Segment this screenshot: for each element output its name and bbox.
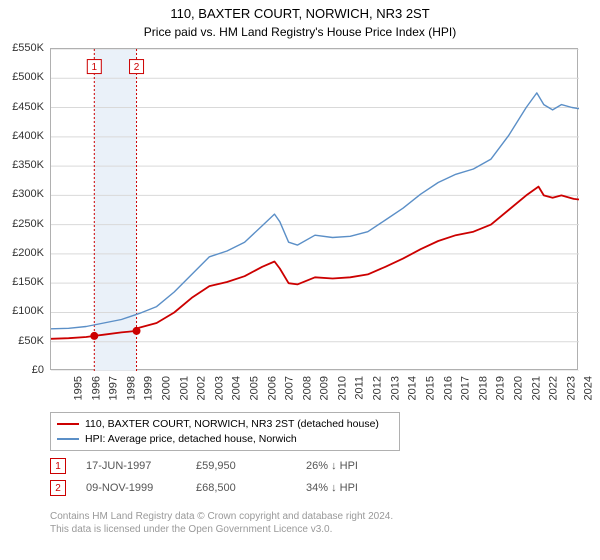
xtick-label: 2021 — [530, 376, 542, 400]
sale-price: £68,500 — [196, 482, 286, 494]
xtick-label: 2000 — [160, 376, 172, 400]
ytick-label: £350K — [0, 159, 44, 171]
xtick-label: 2019 — [495, 376, 507, 400]
xtick-label: 2011 — [353, 376, 365, 400]
ytick-label: £550K — [0, 42, 44, 54]
xtick-label: 2022 — [548, 376, 560, 400]
ytick-label: £100K — [0, 305, 44, 317]
xtick-label: 2008 — [301, 376, 313, 400]
xtick-label: 2015 — [424, 376, 436, 400]
xtick-label: 2020 — [512, 376, 524, 400]
ytick-label: £500K — [0, 71, 44, 83]
plot-svg: 12 — [51, 49, 579, 371]
attribution: Contains HM Land Registry data © Crown c… — [50, 510, 393, 536]
legend-swatch — [57, 423, 79, 425]
svg-text:2: 2 — [134, 62, 140, 73]
xtick-label: 2013 — [389, 376, 401, 400]
chart-subtitle: Price paid vs. HM Land Registry's House … — [0, 25, 600, 39]
xtick-label: 2018 — [477, 376, 489, 400]
svg-text:1: 1 — [92, 62, 98, 73]
attribution-line1: Contains HM Land Registry data © Crown c… — [50, 510, 393, 523]
sales-row: 2 09-NOV-1999 £68,500 34% ↓ HPI — [50, 480, 396, 496]
legend-label: HPI: Average price, detached house, Norw… — [85, 432, 297, 447]
xtick-label: 2009 — [319, 376, 331, 400]
legend-label: 110, BAXTER COURT, NORWICH, NR3 2ST (det… — [85, 417, 379, 432]
xtick-label: 2001 — [178, 376, 190, 400]
plot-area: 12 — [50, 48, 578, 370]
xtick-label: 2014 — [407, 376, 419, 400]
xtick-label: 2004 — [231, 376, 243, 400]
xtick-label: 2016 — [442, 376, 454, 400]
legend-item: HPI: Average price, detached house, Norw… — [57, 432, 393, 447]
xtick-label: 2005 — [248, 376, 260, 400]
xtick-label: 2023 — [565, 376, 577, 400]
xtick-label: 2006 — [266, 376, 278, 400]
xtick-label: 1997 — [108, 376, 120, 400]
attribution-line2: This data is licensed under the Open Gov… — [50, 523, 393, 536]
ytick-label: £0 — [0, 364, 44, 376]
ytick-label: £450K — [0, 101, 44, 113]
xtick-label: 2007 — [284, 376, 296, 400]
xtick-label: 2002 — [196, 376, 208, 400]
sale-marker-icon: 2 — [50, 480, 66, 496]
xtick-label: 2024 — [583, 376, 595, 400]
xtick-label: 1999 — [143, 376, 155, 400]
chart-container: 110, BAXTER COURT, NORWICH, NR3 2ST Pric… — [0, 0, 600, 560]
ytick-label: £300K — [0, 188, 44, 200]
sales-row: 1 17-JUN-1997 £59,950 26% ↓ HPI — [50, 458, 396, 474]
sale-delta: 34% ↓ HPI — [306, 482, 396, 494]
sales-table: 1 17-JUN-1997 £59,950 26% ↓ HPI 2 09-NOV-1999… — [50, 458, 396, 502]
xtick-label: 2017 — [460, 376, 472, 400]
xtick-label: 2012 — [372, 376, 384, 400]
xtick-label: 2003 — [213, 376, 225, 400]
ytick-label: £200K — [0, 247, 44, 259]
legend-item: 110, BAXTER COURT, NORWICH, NR3 2ST (det… — [57, 417, 393, 432]
sale-delta: 26% ↓ HPI — [306, 460, 396, 472]
xtick-label: 1998 — [125, 376, 137, 400]
legend-swatch — [57, 438, 79, 440]
sale-date: 17-JUN-1997 — [86, 460, 176, 472]
xtick-label: 1996 — [90, 376, 102, 400]
legend: 110, BAXTER COURT, NORWICH, NR3 2ST (det… — [50, 412, 400, 451]
ytick-label: £150K — [0, 276, 44, 288]
xtick-label: 2010 — [336, 376, 348, 400]
sale-marker-icon: 1 — [50, 458, 66, 474]
sale-date: 09-NOV-1999 — [86, 482, 176, 494]
chart-title: 110, BAXTER COURT, NORWICH, NR3 2ST — [0, 0, 600, 23]
sale-price: £59,950 — [196, 460, 286, 472]
ytick-label: £50K — [0, 335, 44, 347]
ytick-label: £400K — [0, 130, 44, 142]
ytick-label: £250K — [0, 218, 44, 230]
xtick-label: 1995 — [72, 376, 84, 400]
